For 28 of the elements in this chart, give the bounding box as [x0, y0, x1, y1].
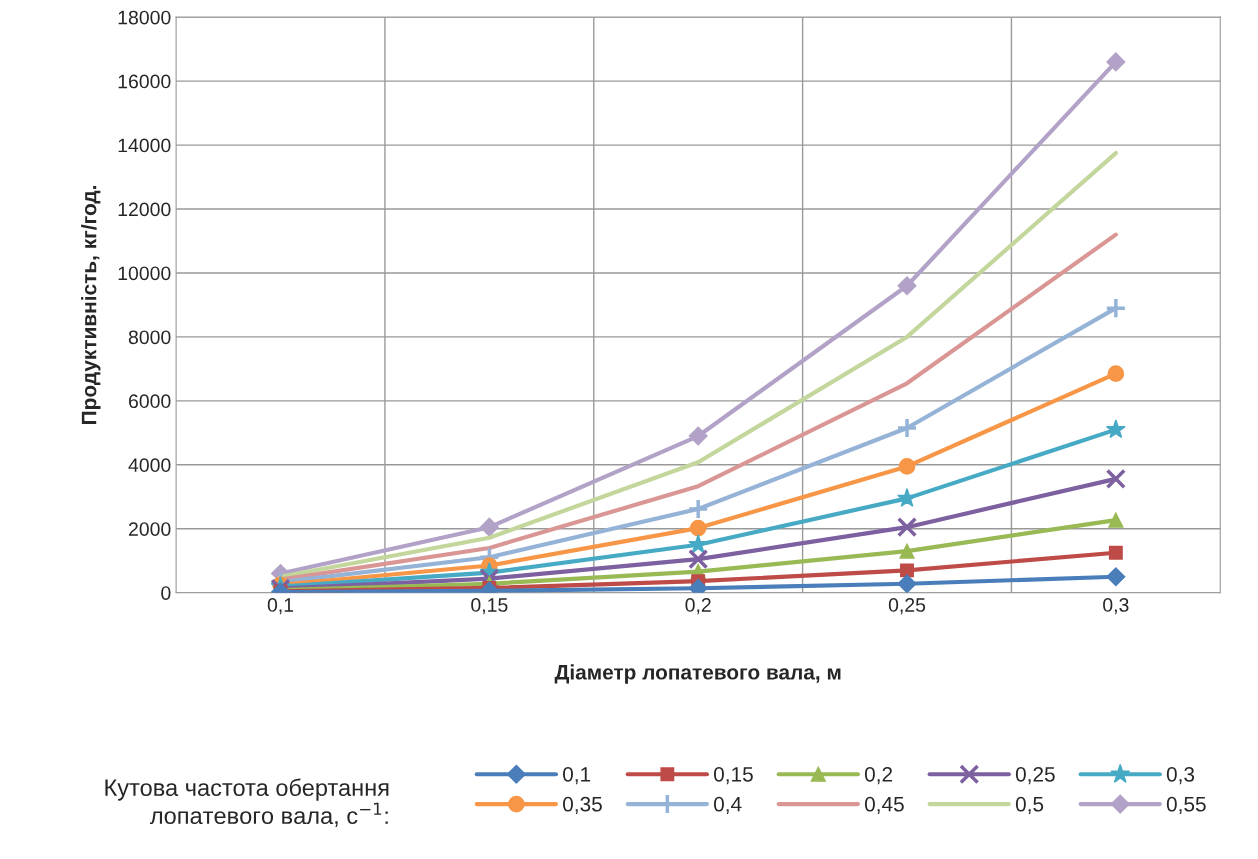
legend-label: 0,35	[563, 796, 602, 815]
y-tick-label: 12000	[118, 202, 171, 217]
y-tick-label: 14000	[118, 138, 171, 153]
x-tick-label: 0,1	[267, 598, 294, 615]
y-tick-label: 2000	[128, 522, 171, 536]
legend-label: 0,3	[1166, 766, 1195, 785]
legend-label: 0,4	[713, 796, 742, 815]
legend-label: 0,55	[1166, 796, 1206, 815]
y-tick-label: 10000	[118, 266, 171, 281]
y-tick-label: 8000	[128, 330, 171, 345]
x-tick-label: 0,25	[888, 598, 926, 615]
legend-label: 0,25	[1015, 766, 1055, 785]
legend-label: 0,5	[1015, 796, 1044, 815]
y-tick-label: 16000	[118, 74, 171, 89]
y-axis-title: Продуктивність, кг/год.	[81, 186, 101, 424]
y-tick-label: 6000	[128, 394, 171, 409]
x-tick-label: 0,3	[1103, 598, 1129, 615]
x-tick-label: 0,15	[471, 598, 508, 615]
y-tick-label: 18000	[118, 10, 171, 25]
y-tick-label: 4000	[128, 458, 171, 473]
x-tick-label: 0,2	[685, 598, 711, 615]
legend-title: Кутова частота обертання лопатевого вала, с$^{−1}$:	[105, 778, 389, 827]
legend-label: 0,1	[563, 766, 591, 785]
legend-label: 0,45	[864, 796, 904, 815]
x-axis-title: Діаметр лопатевого вала, м	[554, 664, 841, 684]
legend-label: 0,15	[713, 766, 753, 785]
y-tick-label: 0	[161, 586, 171, 600]
legend-label: 0,2	[864, 766, 893, 785]
